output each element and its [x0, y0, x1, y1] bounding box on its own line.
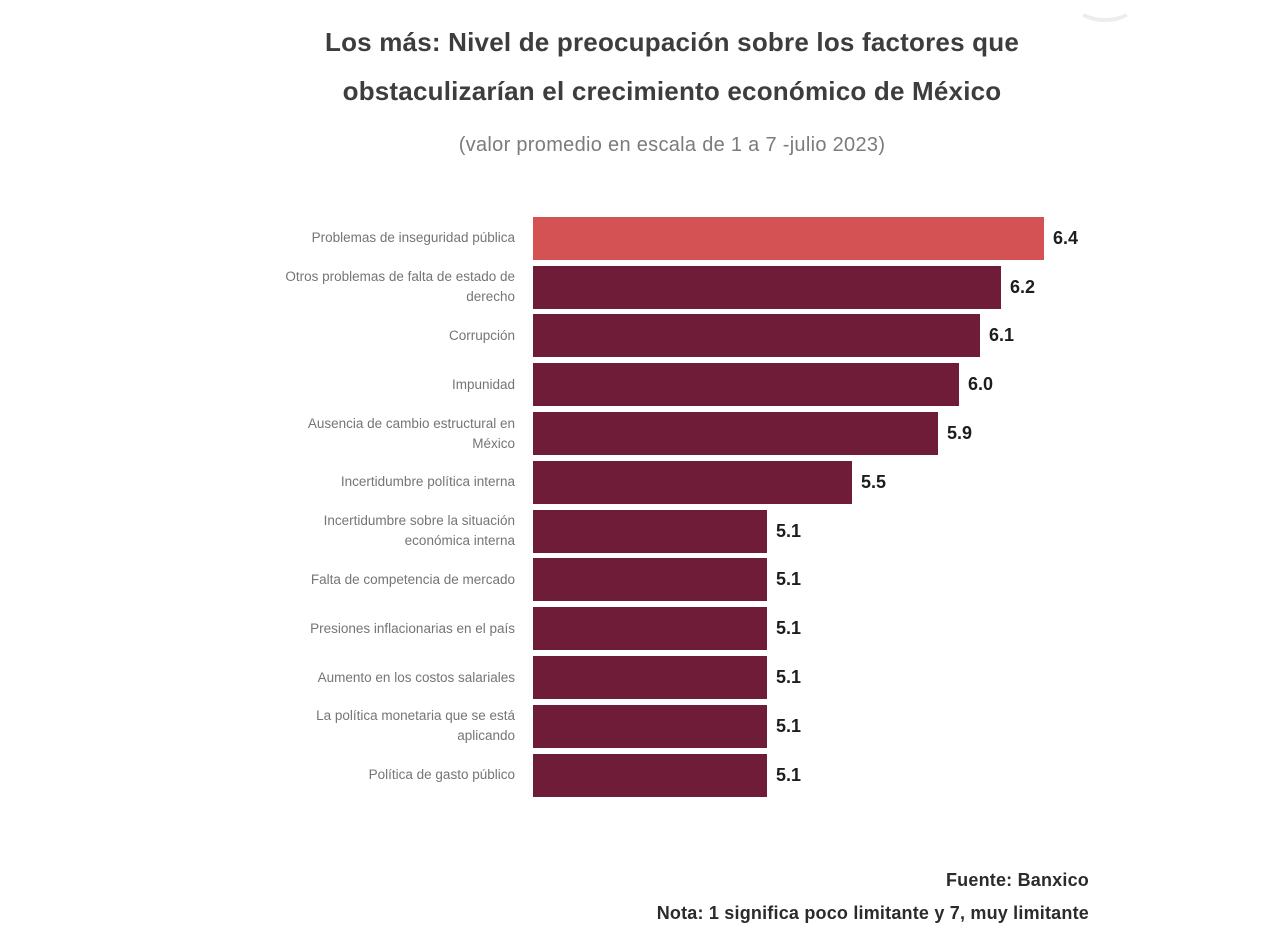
chart-footer: Fuente: Banxico Nota: 1 significa poco l…	[657, 864, 1089, 930]
bar	[533, 607, 767, 651]
bar	[533, 265, 1001, 309]
bar-track: 5.1	[533, 558, 1133, 602]
bar-row: Incertidumbre política interna 5.5	[275, 458, 1133, 507]
watermark-arc-icon	[1076, 0, 1134, 22]
category-label: La política monetaria que se está aplica…	[316, 708, 515, 744]
bar	[533, 216, 1044, 260]
bar	[533, 656, 767, 700]
category-label: Presiones inflacionarias en el país	[310, 620, 515, 636]
chart-header: Los más: Nivel de preocupación sobre los…	[0, 18, 1280, 157]
value-label: 6.0	[968, 374, 994, 395]
bar	[533, 704, 767, 748]
bar-row: Incertidumbre sobre la situación económi…	[275, 507, 1133, 556]
bar-track: 5.5	[533, 460, 1133, 504]
value-label: 5.1	[776, 764, 802, 785]
bar-row: Problemas de inseguridad pública 6.4	[275, 214, 1133, 263]
value-label: 5.1	[776, 520, 802, 541]
bar-row: Ausencia de cambio estructural en México…	[275, 409, 1133, 458]
source-text: Fuente: Banxico	[945, 870, 1089, 890]
value-label: 6.2	[1010, 276, 1036, 297]
category-label: Incertidumbre política interna	[340, 474, 515, 490]
category-label: Otros problemas de falta de estado de de…	[285, 269, 515, 305]
value-label: 5.1	[776, 667, 802, 688]
bar	[533, 412, 938, 456]
bar-row: Presiones inflacionarias en el país 5.1	[275, 604, 1133, 653]
bar-track: 5.1	[533, 656, 1133, 700]
bar-track: 6.0	[533, 363, 1133, 407]
category-label: Política de gasto público	[368, 767, 515, 783]
bar-row: Política de gasto público 5.1	[275, 751, 1133, 800]
bar-chart: Problemas de inseguridad pública 6.4 Otr…	[275, 214, 1133, 800]
value-label: 5.1	[776, 569, 802, 590]
bar	[533, 314, 980, 358]
category-label: Corrupción	[448, 327, 515, 343]
category-label: Impunidad	[451, 376, 515, 392]
category-label: Aumento en los costos salariales	[317, 669, 515, 685]
chart-title-line1: Los más: Nivel de preocupación sobre los…	[324, 27, 1019, 57]
bar-row: Impunidad 6.0	[275, 360, 1133, 409]
value-label: 5.5	[861, 471, 887, 492]
bar-track: 5.1	[533, 607, 1133, 651]
bar-row: Corrupción 6.1	[275, 312, 1133, 361]
bar	[533, 558, 767, 602]
bar	[533, 460, 852, 504]
bar-track: 6.2	[533, 265, 1133, 309]
bar-track: 6.1	[533, 314, 1133, 358]
bar-row: Aumento en los costos salariales 5.1	[275, 653, 1133, 702]
chart-title-line2: obstaculizarían el crecimiento económico…	[342, 76, 1002, 106]
bar-row: Otros problemas de falta de estado de de…	[275, 263, 1133, 312]
bar-track: 6.4	[533, 216, 1133, 260]
chart-subtitle: (valor promedio en escala de 1 a 7 -juli…	[458, 134, 886, 156]
note-text: Nota: 1 significa poco limitante y 7, mu…	[656, 903, 1089, 923]
category-label: Incertidumbre sobre la situación económi…	[323, 513, 515, 549]
bar	[533, 509, 767, 553]
category-label: Falta de competencia de mercado	[310, 571, 515, 587]
category-label: Problemas de inseguridad pública	[311, 230, 515, 246]
bar-row: Falta de competencia de mercado 5.1	[275, 556, 1133, 605]
bar-track: 5.1	[533, 753, 1133, 797]
bar-row: La política monetaria que se está aplica…	[275, 702, 1133, 751]
value-label: 5.9	[947, 423, 973, 444]
value-label: 5.1	[776, 715, 802, 736]
bar	[533, 363, 959, 407]
bar-track: 5.1	[533, 509, 1133, 553]
bar	[533, 753, 767, 797]
bar-track: 5.1	[533, 704, 1133, 748]
value-label: 6.4	[1053, 227, 1079, 248]
category-label: Ausencia de cambio estructural en México	[307, 415, 515, 451]
value-label: 6.1	[989, 325, 1015, 346]
value-label: 5.1	[776, 618, 802, 639]
bar-track: 5.9	[533, 412, 1133, 456]
